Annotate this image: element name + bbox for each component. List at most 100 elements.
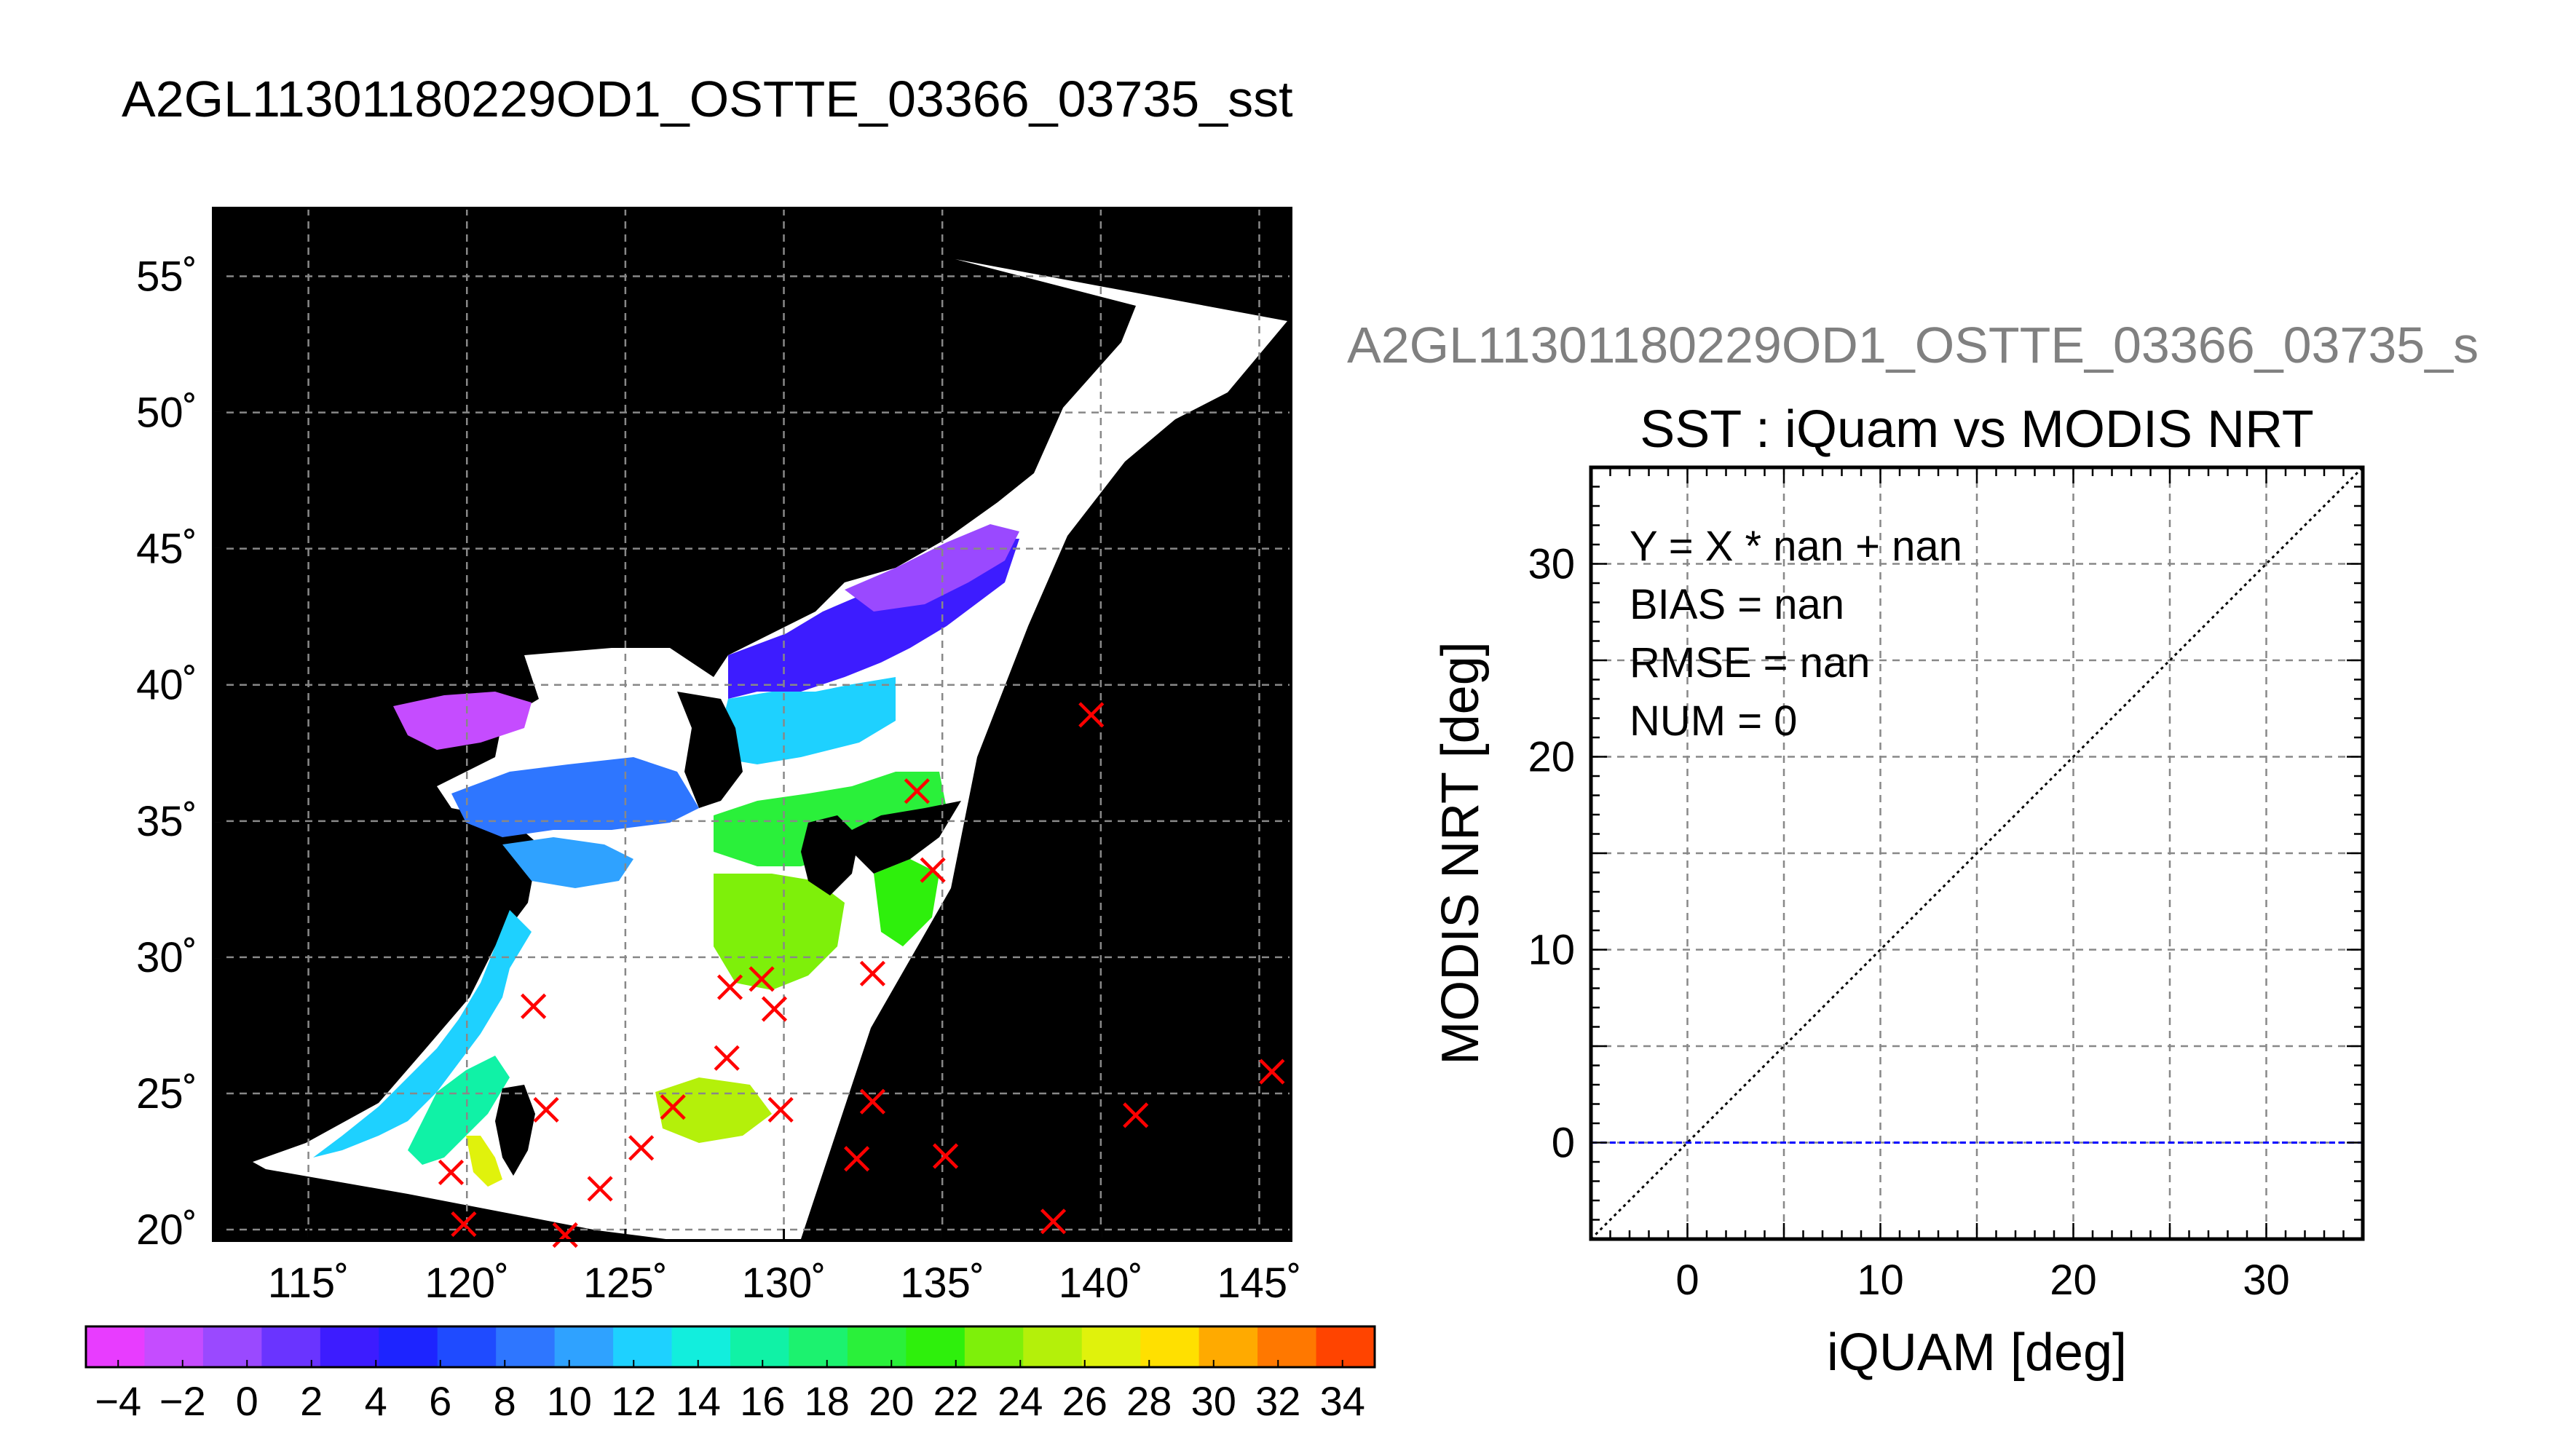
map-lon-label: 130˚ — [741, 1259, 826, 1307]
map-axis-ticks — [213, 275, 1260, 1241]
colorbar-tick-label: 24 — [998, 1378, 1043, 1424]
colorbar-tick-label: 16 — [740, 1378, 785, 1424]
colorbar-segment — [144, 1326, 204, 1367]
scatter-y-tick-label: 20 — [1528, 734, 1575, 781]
map-marker — [438, 1159, 465, 1186]
scatter-stat-rmse: RMSE = nan — [1630, 639, 1870, 687]
map-marker — [844, 1146, 870, 1172]
sst-map: 20˚ 25˚ 30˚ 35˚ 40˚ 45˚ 50˚ 55˚ 115˚ 120˚ 125˚ 130… — [136, 207, 1302, 1307]
map-marker — [859, 960, 886, 986]
scatter-x-tick-label: 30 — [2243, 1257, 2290, 1304]
island-taiwan — [495, 1085, 535, 1176]
map-marker-stroke-b — [660, 1094, 686, 1120]
scatter-x-tick-labels: 0 10 20 30 — [1675, 1257, 2289, 1304]
map-marker — [749, 966, 775, 992]
sst-patch-japan-sea-south — [714, 677, 896, 764]
map-marker-stroke-b — [859, 960, 886, 986]
map-marker — [1123, 1102, 1149, 1128]
sst-patch-yellow-sea-south — [502, 837, 633, 888]
colorbar-tick-label: 28 — [1126, 1378, 1172, 1424]
scatter-x-tick-label: 0 — [1675, 1257, 1699, 1304]
map-lat-label: 25˚ — [136, 1070, 197, 1117]
map-marker-stroke-b — [716, 974, 743, 1000]
colorbar-segment — [379, 1326, 438, 1367]
map-lat-labels: 20˚ 25˚ 30˚ 35˚ 40˚ 45˚ 50˚ 55˚ — [136, 253, 197, 1254]
map-marker — [1040, 1208, 1067, 1235]
map-marker-stroke-b — [749, 966, 775, 992]
map-marker — [451, 1211, 477, 1238]
colorbar-tick-label: 4 — [365, 1378, 387, 1424]
map-lon-label: 125˚ — [583, 1259, 668, 1307]
colorbar-segment — [847, 1326, 907, 1367]
map-lat-label: 55˚ — [136, 253, 197, 301]
map-marker — [714, 1045, 740, 1071]
map-marker-stroke-b — [920, 857, 946, 883]
colorbar-segment — [496, 1326, 556, 1367]
map-marker-stroke-b — [1078, 702, 1105, 728]
scatter-one-to-one-line — [1590, 466, 2364, 1241]
colorbar-segment — [671, 1326, 731, 1367]
map-lon-labels: 115˚ 120˚ 125˚ 130˚ 135˚ 140˚ 145˚ — [268, 1259, 1302, 1307]
map-lat-label: 45˚ — [136, 526, 197, 573]
map-lon-label: 145˚ — [1217, 1259, 1301, 1307]
scatter-y-axis-label: MODIS NRT [deg] — [1431, 641, 1490, 1065]
map-lat-label: 30˚ — [136, 934, 197, 981]
map-marker — [521, 993, 547, 1019]
map-marker-stroke-b — [552, 1222, 578, 1249]
map-marker-stroke-b — [932, 1143, 959, 1169]
colorbar-tick-label: −4 — [95, 1378, 141, 1424]
colorbar-tick-label: 22 — [933, 1378, 979, 1424]
figure-title: A2GL11301180229OD1_OSTTE_03366_03735_sst — [122, 71, 1293, 127]
colorbar-segment — [964, 1326, 1024, 1367]
colorbar-segment — [1198, 1326, 1258, 1367]
colorbar-tick-label: 32 — [1255, 1378, 1300, 1424]
scatter-y-tick-label: 10 — [1528, 927, 1575, 974]
map-marker-stroke-b — [628, 1135, 655, 1161]
scatter-header: A2GL11301180229OD1_OSTTE_03366_03735_s — [1347, 317, 2479, 373]
map-lon-label: 120˚ — [424, 1259, 509, 1307]
colorbar-segment — [1140, 1326, 1200, 1367]
map-lat-label: 40˚ — [136, 662, 197, 709]
sst-patch-bohai — [393, 692, 532, 750]
scatter-stat-fit: Y = X * nan + nan — [1630, 523, 1962, 570]
scatter-gridlines — [1591, 467, 2363, 1239]
map-lon-label: 135˚ — [900, 1259, 984, 1307]
map-marker-stroke-b — [767, 1096, 794, 1123]
sst-patch-china-coast — [313, 910, 532, 1158]
map-marker-stroke-b — [533, 1096, 559, 1123]
sst-patch-taiwan-west — [466, 1136, 502, 1187]
map-lat-label: 35˚ — [136, 798, 197, 845]
colorbar-segment — [437, 1326, 497, 1367]
scatter-title: SST : iQuam vs MODIS NRT — [1640, 400, 2314, 459]
scatter-axis-ticks — [1590, 466, 2364, 1241]
scatter-x-tick-label: 20 — [2050, 1257, 2097, 1304]
map-marker-stroke-b — [844, 1146, 870, 1172]
colorbar-frame — [84, 1325, 1376, 1369]
map-frame — [212, 207, 1292, 1242]
map-marker — [859, 1088, 886, 1115]
colorbar-segment — [1081, 1326, 1141, 1367]
colorbar-tick-label: 10 — [547, 1378, 592, 1424]
scatter-x-tick-label: 10 — [1857, 1257, 1904, 1304]
colorbar-segment — [1316, 1326, 1375, 1367]
colorbar-segment — [1257, 1326, 1317, 1367]
island-honshu — [837, 801, 961, 874]
colorbar-tick-label: 14 — [676, 1378, 721, 1424]
map-marker — [660, 1094, 686, 1120]
map-marker-stroke-b — [1259, 1059, 1285, 1085]
colorbar-tick-label: 12 — [611, 1378, 656, 1424]
scatter-y-tick-label: 30 — [1528, 541, 1575, 588]
map-lat-label: 50˚ — [136, 389, 197, 437]
colorbar: −4 −2 0 2 4 6 8 10 12 14 16 18 20 22 24 26 28 30 32 34 — [84, 1325, 1376, 1424]
map-marker-stroke-b — [859, 1088, 886, 1115]
colorbar-tick-label: 30 — [1191, 1378, 1236, 1424]
map-markers — [438, 702, 1285, 1249]
scatter-stat-bias: BIAS = nan — [1630, 581, 1844, 628]
colorbar-segment — [554, 1326, 614, 1367]
map-marker-stroke-b — [904, 778, 930, 804]
colorbar-tick-label: 2 — [300, 1378, 323, 1424]
map-marker-stroke-b — [451, 1211, 477, 1238]
colorbar-segment — [730, 1326, 790, 1367]
colorbar-segment — [202, 1326, 262, 1367]
peninsula-korea — [677, 692, 743, 808]
